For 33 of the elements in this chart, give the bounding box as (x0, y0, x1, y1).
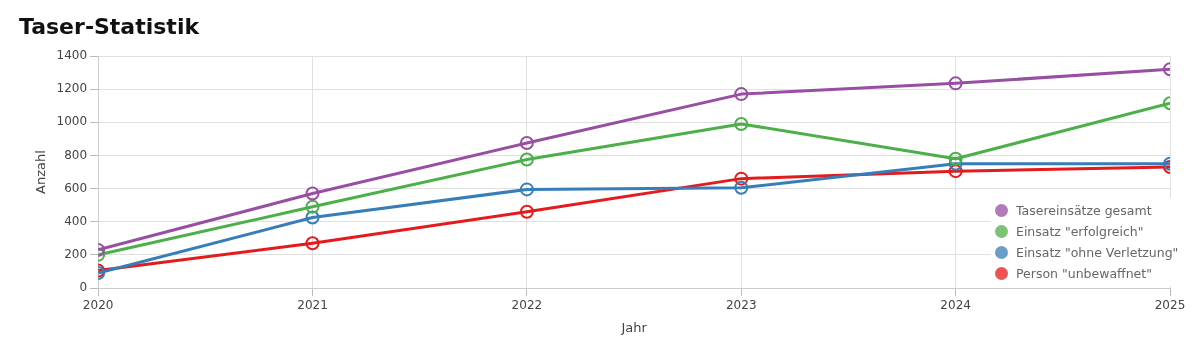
x-tick-label: 2021 (297, 298, 328, 313)
point (734, 171, 749, 186)
legend-label: Tasereinsätze gesamt (1016, 203, 1152, 218)
legend-label: Einsatz "ohne Verletzung" (1016, 245, 1179, 260)
x-axis-title: Jahr (620, 319, 648, 335)
y-axis-title: Anzahl (33, 150, 49, 194)
y-tick-label: 1000 (56, 114, 88, 129)
point (734, 180, 749, 195)
point (948, 151, 963, 166)
y-tick-label: 0 (79, 280, 88, 295)
y-tick-label: 1400 (56, 48, 88, 63)
point (948, 156, 963, 171)
x-tick-label: 2020 (82, 298, 114, 313)
point (519, 152, 534, 167)
y-tick-label: 400 (64, 213, 88, 228)
point (734, 116, 749, 131)
point (948, 164, 963, 179)
x-tick-label: 2024 (940, 298, 971, 313)
legend-label: Person "unbewaffnet" (1016, 266, 1152, 281)
y-tick-label: 200 (64, 246, 88, 261)
y-tick-label: 600 (64, 180, 88, 195)
point (519, 182, 534, 197)
legend-label: Einsatz "erfolgreich" (1016, 224, 1144, 239)
y-tick-label: 800 (64, 147, 88, 162)
chart-title: Taser-Statistik (19, 14, 200, 39)
point (519, 136, 534, 150)
point (948, 76, 963, 91)
point (734, 87, 749, 102)
x-tick-label: 2025 (1154, 298, 1186, 313)
x-tick-label: 2022 (511, 298, 543, 313)
y-tick-label: 1200 (56, 81, 88, 96)
point (519, 204, 534, 219)
x-tick-label: 2023 (725, 298, 757, 313)
